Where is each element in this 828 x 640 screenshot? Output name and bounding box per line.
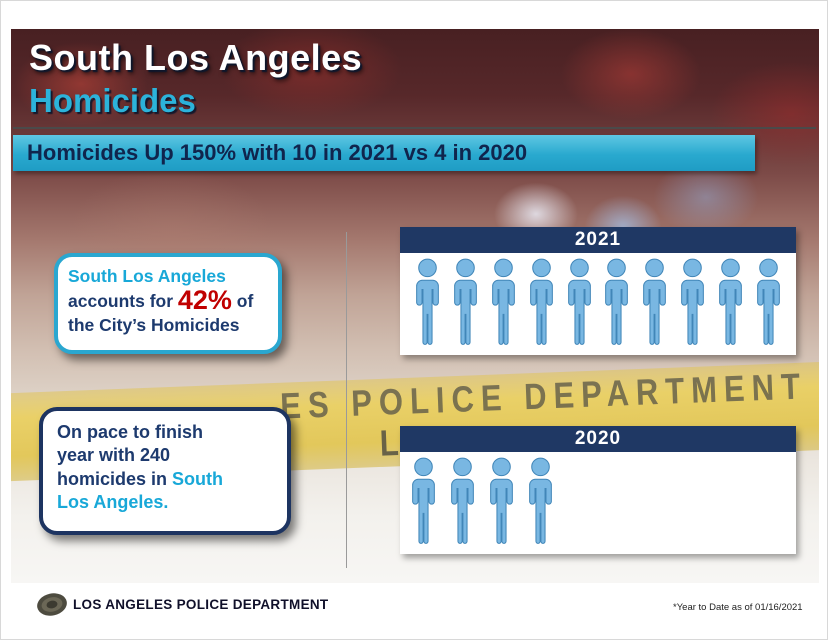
footer: LOS ANGELES POLICE DEPARTMENT *Year to D… bbox=[1, 583, 827, 639]
callout-city-share: South Los Angeles accounts for 42% of th… bbox=[54, 253, 282, 354]
person-icon bbox=[416, 258, 439, 345]
person-icon bbox=[412, 457, 435, 544]
person-icon bbox=[529, 457, 552, 544]
title-divider-line bbox=[13, 127, 816, 129]
pictogram-panel-2021: 2021 bbox=[400, 227, 796, 355]
pictogram-panel-2020: 2020 bbox=[400, 426, 796, 554]
callout-city-share-text-teal: South Los Angeles bbox=[68, 266, 226, 286]
person-icon bbox=[490, 457, 513, 544]
person-icon bbox=[567, 258, 591, 345]
person-icon bbox=[491, 258, 515, 345]
slide-title: South Los Angeles bbox=[29, 37, 363, 78]
slide-subtitle: Homicides bbox=[29, 82, 196, 119]
person-icon bbox=[681, 258, 704, 345]
panel-2021-year-label: 2021 bbox=[400, 227, 796, 253]
footer-org-name: LOS ANGELES POLICE DEPARTMENT bbox=[73, 597, 329, 612]
callout-pace-text-navy: On pace to finish year with 240 homicide… bbox=[57, 422, 204, 489]
callout-pace: On pace to finish year with 240 homicide… bbox=[39, 407, 291, 535]
headline-banner: Homicides Up 150% with 10 in 2021 vs 4 i… bbox=[13, 135, 755, 171]
pictogram-row-2021 bbox=[400, 253, 796, 353]
callout-city-share-stat: 42% bbox=[177, 285, 232, 316]
footer-footnote: *Year to Date as of 01/16/2021 bbox=[673, 602, 803, 613]
pictogram-row-2020 bbox=[400, 452, 796, 552]
callout-city-share-text-navy: accounts for bbox=[68, 291, 178, 312]
panel-2020-year-label: 2020 bbox=[400, 426, 796, 452]
person-icon bbox=[451, 457, 474, 544]
person-icon bbox=[643, 258, 667, 345]
person-icon bbox=[529, 258, 553, 345]
vertical-divider bbox=[346, 232, 347, 568]
person-icon bbox=[605, 258, 629, 345]
police-tape-text: ES POLICE DEPARTMENT bbox=[279, 365, 808, 427]
person-icon bbox=[454, 258, 477, 345]
person-icon bbox=[757, 258, 780, 345]
callout-city-share-text-navy2: of the City’s Homicides bbox=[68, 291, 254, 336]
person-icon bbox=[719, 258, 742, 345]
callout-pace-text-teal: South Los Angeles. bbox=[57, 468, 224, 513]
lapd-badge-icon bbox=[37, 593, 67, 616]
